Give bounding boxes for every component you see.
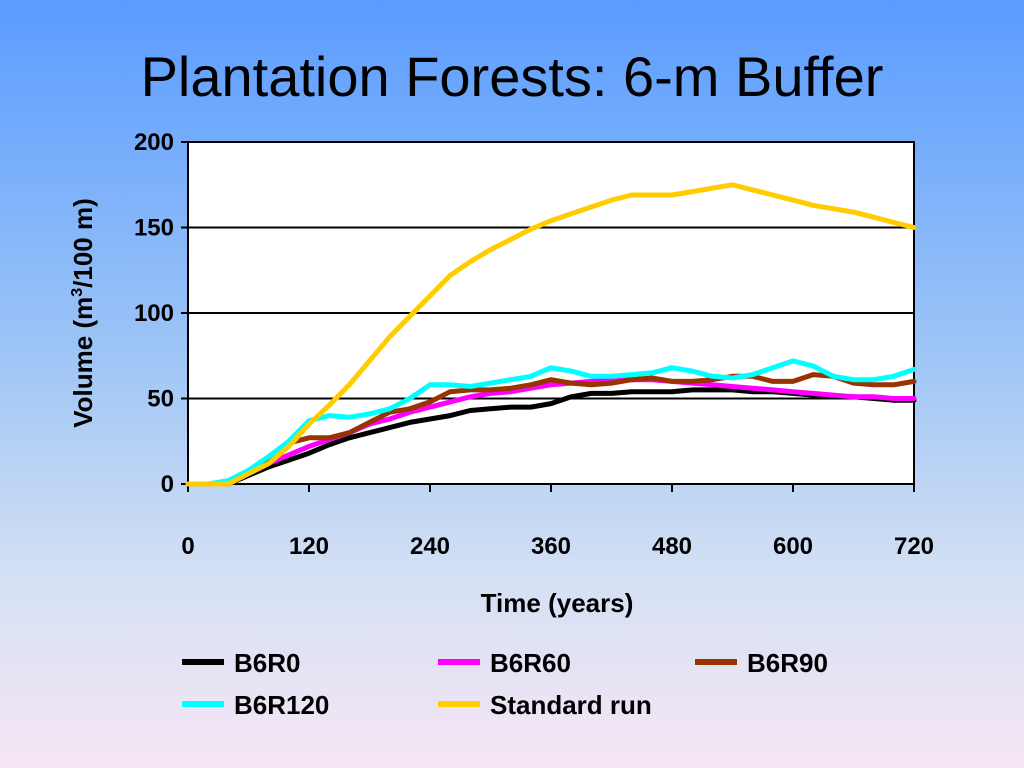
series-line-b6r90	[185, 372, 917, 487]
y-tick-label: 100	[134, 300, 174, 327]
slide-title: Plantation Forests: 6-m Buffer	[140, 45, 884, 108]
legend-item: Standard run	[438, 690, 652, 720]
legend-item: B6R120	[182, 690, 329, 720]
x-axis-label: Time (years)	[481, 588, 634, 618]
x-axis-ticks: 0 120 240 360 480 600 720	[181, 484, 934, 560]
x-tick-label: 720	[894, 533, 934, 560]
legend-label: B6R120	[234, 690, 329, 720]
x-tick-label: 240	[410, 533, 450, 560]
y-tick-label: 50	[147, 386, 174, 413]
x-tick-label: 0	[181, 533, 194, 560]
legend-label: B6R0	[234, 648, 300, 678]
legend-label: Standard run	[490, 690, 652, 720]
legend-item: B6R60	[438, 648, 571, 678]
x-tick-label: 360	[531, 533, 571, 560]
y-tick-label: 0	[161, 471, 174, 498]
legend-label: B6R60	[490, 648, 571, 678]
series-lines	[185, 182, 917, 487]
legend-item: B6R0	[182, 648, 300, 678]
legend: B6R0 B6R60 B6R90 B6R120 Standard run	[182, 648, 828, 720]
y-axis-label: Volume (m3/100 m)	[68, 198, 98, 428]
y-axis-ticks: 0 50 100 150 200	[134, 129, 188, 498]
y-tick-label: 150	[134, 215, 174, 242]
legend-item: B6R90	[695, 648, 828, 678]
x-tick-label: 480	[652, 533, 692, 560]
series-line-standard-run	[185, 182, 917, 487]
x-tick-label: 600	[773, 533, 813, 560]
y-tick-label: 200	[134, 129, 174, 156]
gridlines	[188, 226, 914, 400]
legend-label: B6R90	[747, 648, 828, 678]
series-line-b6r60	[185, 377, 917, 487]
x-tick-label: 120	[289, 533, 329, 560]
